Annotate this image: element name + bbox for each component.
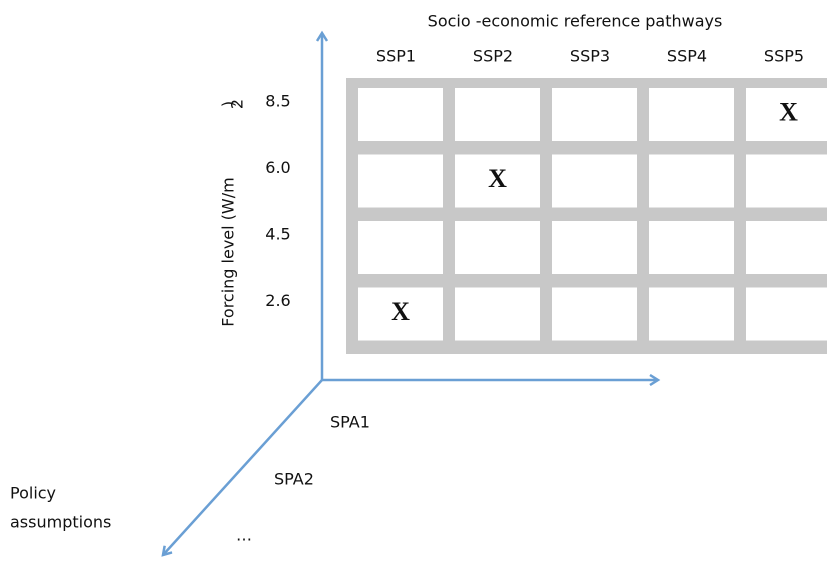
y-axis-label: Forcing level (W/m 2 )	[219, 99, 247, 327]
row-label: 8.5	[265, 92, 290, 111]
column-label: SSP1	[376, 47, 416, 66]
column-label: SSP5	[764, 47, 804, 66]
cell	[358, 154, 443, 208]
y-axis-label-sup: 2	[228, 99, 247, 109]
column-label: SSP4	[667, 47, 707, 66]
title: Socio -economic reference pathways	[428, 12, 723, 31]
cell-mark: X	[779, 97, 798, 126]
cell	[358, 221, 443, 274]
cell	[358, 287, 443, 341]
cell	[649, 287, 734, 341]
cell	[358, 88, 443, 141]
cell	[552, 88, 637, 141]
depth-label: assumptions	[10, 513, 111, 532]
row-label: 4.5	[265, 225, 290, 244]
cell	[649, 88, 734, 141]
cell	[455, 88, 540, 141]
cell	[649, 154, 734, 208]
depth-axis	[163, 379, 323, 555]
cell	[649, 221, 734, 274]
cell	[455, 154, 540, 208]
cell-mark: X	[391, 297, 410, 326]
cell	[552, 154, 637, 208]
y-axis-label-text: Forcing level (W/m	[219, 177, 238, 326]
depth-item: SPA2	[274, 470, 314, 489]
cell	[552, 287, 637, 341]
depth-item: SPA1	[330, 413, 370, 432]
cell	[552, 221, 637, 274]
column-label: SSP2	[473, 47, 513, 66]
row-label: 6.0	[265, 158, 290, 177]
cell	[746, 88, 827, 141]
cell	[746, 154, 827, 208]
depth-label: Policy	[10, 484, 56, 503]
cell-mark: X	[488, 164, 507, 193]
cell	[746, 287, 827, 341]
cell	[455, 221, 540, 274]
cell	[746, 221, 827, 274]
row-label: 2.6	[265, 291, 290, 310]
cell	[455, 287, 540, 341]
depth-item: …	[236, 526, 252, 545]
column-label: SSP3	[570, 47, 610, 66]
y-axis-label-close: )	[219, 101, 238, 107]
